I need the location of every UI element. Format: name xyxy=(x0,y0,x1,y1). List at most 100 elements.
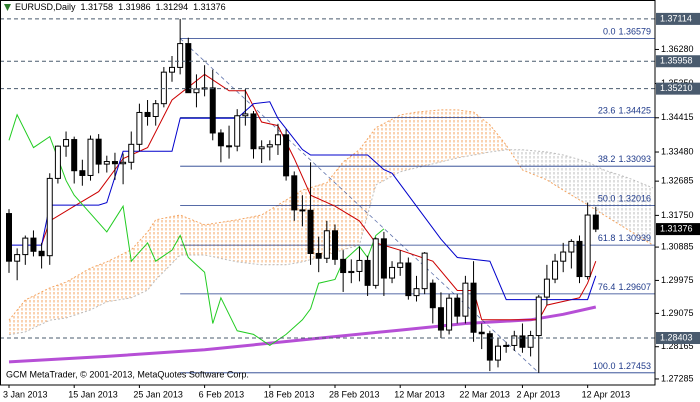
header-close: 1.31376 xyxy=(193,2,226,12)
symbol-icon xyxy=(4,4,11,11)
candle-body xyxy=(568,240,575,253)
candle-body xyxy=(332,230,338,260)
fib-ratio: 0.0 xyxy=(603,27,616,37)
cloud-segment xyxy=(66,268,91,318)
candle-body xyxy=(217,132,224,147)
level-label: 1.28403 xyxy=(660,332,693,342)
x-tick-label: 25 Jan 2013 xyxy=(133,389,183,399)
cloud-segment xyxy=(9,300,26,335)
x-tick-label: 18 Feb 2013 xyxy=(264,389,315,399)
cloud-segment xyxy=(49,282,67,321)
cloud-segment xyxy=(587,161,604,216)
candle-body xyxy=(397,262,404,268)
candle-body xyxy=(283,134,290,177)
candle-body xyxy=(63,139,70,147)
candle-body xyxy=(54,145,61,179)
candle-body xyxy=(380,238,387,279)
y-tick-label: 1.33480 xyxy=(661,146,694,156)
header-low: 1.31294 xyxy=(156,2,189,12)
cloud-segment xyxy=(457,109,474,158)
cloud-segment xyxy=(286,190,303,265)
candle-body xyxy=(274,134,281,146)
candle-body xyxy=(535,296,542,337)
candle-body xyxy=(258,146,265,150)
cloud-segment xyxy=(522,149,547,180)
candle-body xyxy=(372,238,379,286)
candle-body xyxy=(169,66,175,73)
cloud-segment xyxy=(563,154,588,205)
candle-body xyxy=(22,237,29,256)
candle-body xyxy=(437,307,444,331)
x-tick-label: 12 Apr 2013 xyxy=(582,389,631,399)
y-tick-label: 1.36280 xyxy=(661,44,694,54)
fib-ratio: 76.4 xyxy=(598,282,616,292)
candle-body xyxy=(307,209,314,254)
candle-body xyxy=(584,214,591,278)
cloud-segment xyxy=(400,112,417,172)
cloud-segment xyxy=(147,219,156,291)
candle-body xyxy=(560,251,567,262)
candle-body xyxy=(177,43,184,68)
cloud-segment xyxy=(359,127,376,246)
cloud-segment xyxy=(106,249,132,302)
candle-body xyxy=(111,161,118,165)
candle-body xyxy=(103,161,110,165)
chart-header: EURUSD,Daily 1.31758 1.31986 1.31294 1.31376 xyxy=(15,2,226,12)
candle-body xyxy=(356,259,363,272)
candle-body xyxy=(552,260,559,280)
candle-body xyxy=(46,177,53,257)
cloud-segment xyxy=(603,169,629,231)
y-tick-label: 1.34415 xyxy=(661,112,694,122)
candle-body xyxy=(486,333,493,361)
fib-price: 1.32016 xyxy=(618,194,651,204)
candle-body xyxy=(234,115,241,147)
x-tick-label: 12 Mar 2013 xyxy=(394,389,445,399)
candle-body xyxy=(340,258,347,274)
fib-ratio: 61.8 xyxy=(598,233,616,243)
cloud-segment xyxy=(416,109,441,168)
fib-price: 1.34425 xyxy=(618,106,651,116)
cloud-segment xyxy=(204,219,238,262)
candle-body xyxy=(193,88,200,94)
candle-body xyxy=(462,282,469,317)
candle-body xyxy=(576,240,583,278)
candle-body xyxy=(405,262,412,297)
header-high: 1.31986 xyxy=(118,2,151,12)
header-open: 1.31758 xyxy=(81,2,114,12)
fib-ratio: 23.6 xyxy=(598,106,616,116)
candle-body xyxy=(144,111,151,117)
candle-body xyxy=(478,331,485,335)
fib-label: 61.8 1.30939 xyxy=(598,233,651,243)
candle-body xyxy=(413,288,420,297)
candle-body xyxy=(226,145,233,148)
fib-trendline xyxy=(179,38,540,374)
candle-body xyxy=(323,230,330,259)
cloud-span-b xyxy=(8,149,654,336)
cloud-segment xyxy=(155,215,181,280)
symbol-title: EURUSD,Daily xyxy=(15,2,76,12)
candle-body xyxy=(87,138,94,176)
cloud-segment xyxy=(302,182,327,262)
candle-body xyxy=(38,250,45,257)
cloud-segment xyxy=(25,287,50,332)
candle-body xyxy=(209,87,216,134)
x-tick-label: 22 Mar 2013 xyxy=(459,389,510,399)
cloud-segment xyxy=(506,145,523,170)
candle-body xyxy=(120,161,127,165)
candle-body xyxy=(527,335,534,348)
candle-body xyxy=(136,111,143,145)
fib-label: 0.0 1.36579 xyxy=(603,27,651,37)
candle-body xyxy=(315,252,322,259)
level-label-box xyxy=(656,12,700,25)
cloud-segment xyxy=(546,152,564,191)
plot-area xyxy=(0,18,655,374)
fib-price: 1.33093 xyxy=(618,155,651,165)
level-label: 1.35210 xyxy=(660,83,693,93)
cloud-span-a xyxy=(8,109,654,321)
fib-label: 38.2 1.33093 xyxy=(598,155,651,165)
candle-body xyxy=(454,297,461,317)
x-tick-label: 2 Apr 2013 xyxy=(516,389,560,399)
candle-body xyxy=(299,209,306,212)
